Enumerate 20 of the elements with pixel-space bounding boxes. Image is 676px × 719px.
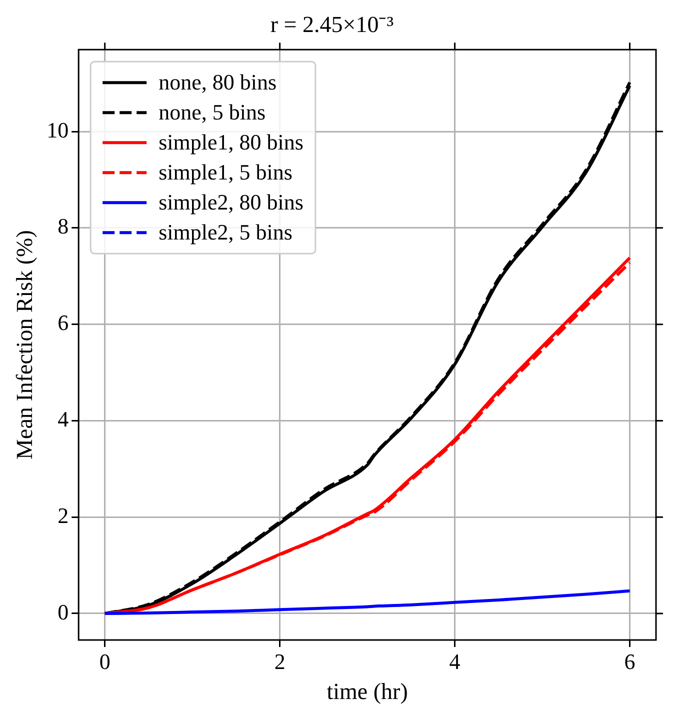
y-tick-label: 10 bbox=[46, 117, 69, 142]
legend-label: simple1, 5 bins bbox=[158, 159, 292, 184]
y-tick-label: 0 bbox=[58, 599, 69, 624]
x-tick-label: 0 bbox=[99, 648, 110, 674]
x-tick-label: 6 bbox=[624, 648, 636, 674]
legend-label: none, 5 bins bbox=[158, 99, 266, 124]
legend-label: none, 80 bins bbox=[158, 69, 277, 94]
y-axis-title: Mean Infection Risk (%) bbox=[12, 230, 37, 460]
x-tick-label: 4 bbox=[449, 648, 460, 674]
legend-label: simple2, 80 bins bbox=[158, 189, 304, 214]
chart-title: r = 2.45×10⁻³ bbox=[270, 12, 394, 37]
legend-label: simple1, 80 bins bbox=[158, 129, 304, 154]
x-axis-title: time (hr) bbox=[326, 679, 408, 704]
y-tick-label: 2 bbox=[58, 502, 69, 528]
legend-label: simple2, 5 bins bbox=[158, 219, 292, 244]
x-tick-label: 2 bbox=[274, 648, 286, 674]
line-series bbox=[103, 589, 632, 615]
y-tick-label: 4 bbox=[58, 406, 69, 432]
y-tick-label: 6 bbox=[58, 310, 69, 336]
y-tick-label: 8 bbox=[58, 214, 69, 239]
